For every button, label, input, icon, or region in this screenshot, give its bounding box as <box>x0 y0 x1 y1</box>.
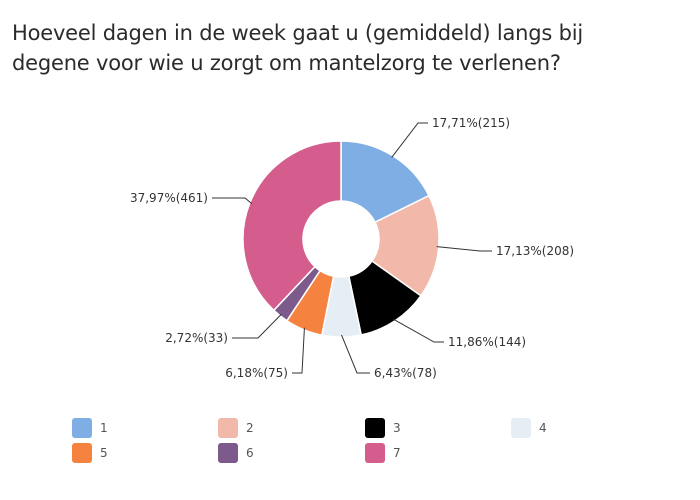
slice-1[interactable] <box>340 140 430 224</box>
data-label-3: 11,86%(144) <box>448 335 526 349</box>
data-label-7: 37,97%(461) <box>130 191 208 205</box>
leader-line-4 <box>341 334 370 374</box>
leader-line-7 <box>212 197 253 204</box>
slice-2[interactable] <box>370 194 440 297</box>
data-label-2: 17,13%(208) <box>496 244 574 258</box>
slice-7[interactable] <box>242 140 342 312</box>
chart-title: Hoeveel dagen in de week gaat u (gemidde… <box>12 18 682 78</box>
data-label-1: 17,71%(215) <box>432 116 510 130</box>
data-label-4: 6,43%(78) <box>374 366 437 380</box>
chart-title-line-2: degene voor wie u zorgt om mantelzorg te… <box>12 51 561 75</box>
leader-line-1 <box>391 122 428 158</box>
leader-line-6 <box>232 313 282 339</box>
chart-title-line-1: Hoeveel dagen in de week gaat u (gemidde… <box>12 21 584 45</box>
data-label-5: 6,18%(75) <box>225 366 288 380</box>
leader-line-2 <box>436 246 492 252</box>
data-label-6: 2,72%(33) <box>165 331 228 345</box>
leader-line-5 <box>292 327 305 374</box>
leader-line-3 <box>393 318 444 343</box>
